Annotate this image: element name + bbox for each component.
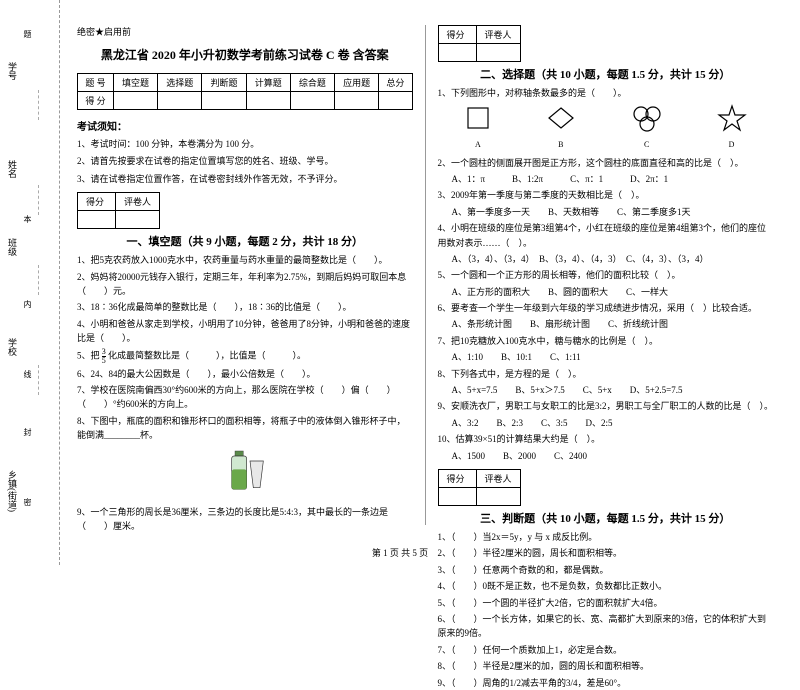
options: A、1：π B、1:2π C、π：1 D、2π：1 bbox=[452, 172, 774, 186]
sidebar-field-studentid: 学号 bbox=[6, 62, 19, 80]
mark-table: 得分评卷人 bbox=[438, 25, 521, 62]
sidebar-field-class: 班级 bbox=[6, 238, 19, 256]
question: 5、一个圆和一个正方形的周长相等，他们的面积比较（ ）。 bbox=[438, 268, 774, 282]
bottle-figure bbox=[77, 446, 413, 500]
sidebar-mark: 内 bbox=[22, 300, 33, 308]
options: A、5+x=7.5 B、5+x＞7.5 C、5+x D、5+2.5=7.5 bbox=[452, 383, 774, 397]
question: 6、（ ）一个长方体，如果它的长、宽、高都扩大到原来的3倍，它的体积扩大到原来的… bbox=[438, 612, 774, 641]
notice-item: 1、考试时间：100 分钟，本卷满分为 100 分。 bbox=[77, 137, 413, 151]
shape-square: A bbox=[464, 104, 492, 151]
question-list: 1、下列图形中，对称轴条数最多的是（ ）。 A B C D bbox=[438, 86, 774, 463]
question: 1、（ ）当2x＝5y，y 与 x 成反比例。 bbox=[438, 530, 774, 544]
table-row: 题 号 填空题 选择题 判断题 计算题 综合题 应用题 总分 bbox=[78, 74, 413, 92]
question: 1、下列图形中，对称轴条数最多的是（ ）。 bbox=[438, 86, 774, 100]
sidebar-field-township: 乡镇(街道) bbox=[6, 470, 19, 512]
page-container: 绝密★启用前 黑龙江省 2020 年小升初数学考前练习试卷 C 卷 含答案 题 … bbox=[0, 0, 800, 540]
notice-item: 2、请首先按要求在试卷的指定位置填写您的姓名、班级、学号。 bbox=[77, 154, 413, 168]
options: A、（3，4）、（3，4） B、（3，4）、（4，3） C、（4，3）、（3，4… bbox=[452, 252, 774, 266]
mark-table: 得分评卷人 bbox=[438, 469, 521, 506]
options: A、1500 B、2000 C、2400 bbox=[452, 449, 774, 463]
question: 1、把5克农药放入1000克水中，农药重量与药水重量的最简整数比是（ ）。 bbox=[77, 253, 413, 267]
question-list: 1、把5克农药放入1000克水中，农药重量与药水重量的最简整数比是（ ）。 2、… bbox=[77, 253, 413, 533]
options: A、正方形的面积大 B、圆的面积大 C、一样大 bbox=[452, 285, 774, 299]
question: 8、下列各式中，是方程的是（ ）。 bbox=[438, 367, 774, 381]
exam-title: 黑龙江省 2020 年小升初数学考前练习试卷 C 卷 含答案 bbox=[77, 46, 413, 63]
secret-label: 绝密★启用前 bbox=[77, 25, 413, 38]
options: A、3:2 B、2:3 C、3:5 D、2:5 bbox=[452, 416, 774, 430]
score-table: 题 号 填空题 选择题 判断题 计算题 综合题 应用题 总分 得 分 bbox=[77, 73, 413, 110]
notice-title: 考试须知： bbox=[77, 118, 413, 133]
question: 5、（ ）一个圆的半径扩大2倍，它的面积就扩大4倍。 bbox=[438, 596, 774, 610]
question: 8、（ ）半径是2厘米的加，圆的周长和面积相等。 bbox=[438, 659, 774, 673]
question: 6、要考查一个学生一年级到六年级的学习成绩进步情况，采用（ ）比较合适。 bbox=[438, 301, 774, 315]
question: 2、一个圆柱的侧面展开图是正方形，这个圆柱的底面直径和高的比是（ ）。 bbox=[438, 156, 774, 170]
sidebar-mark: 线 bbox=[22, 370, 33, 378]
shapes-row: A B C D bbox=[438, 104, 774, 151]
section3-head: 三、判断题（共 10 小题，每题 1.5 分，共计 15 分） bbox=[438, 510, 774, 526]
question: 3、2009年第一季度与第二季度的天数相比是（ ）。 bbox=[438, 188, 774, 202]
sidebar-line bbox=[38, 265, 39, 295]
shape-circles: C bbox=[630, 104, 664, 151]
fraction-icon: 35 bbox=[102, 348, 106, 365]
left-column: 绝密★启用前 黑龙江省 2020 年小升初数学考前练习试卷 C 卷 含答案 题 … bbox=[65, 25, 426, 525]
question: 7、把10克糖放入100克水中，糖与糖水的比例是（ ）。 bbox=[438, 334, 774, 348]
question: 8、下图中，瓶底的面积和锥形杯口的面积相等，将瓶子中的液体倒入锥形杯子中，能倒满… bbox=[77, 414, 413, 443]
options: A、条形统计图 B、扇形统计图 C、折线统计图 bbox=[452, 317, 774, 331]
notice-list: 1、考试时间：100 分钟，本卷满分为 100 分。 2、请首先按要求在试卷的指… bbox=[77, 137, 413, 186]
question: 9、（ ）周角的1/2减去平角的3/4，差是60°。 bbox=[438, 676, 774, 690]
question: 10、估算39×51的计算结果大约是（ ）。 bbox=[438, 432, 774, 446]
question: 6、24、84的最大公因数是（ ），最小公倍数是（ ）。 bbox=[77, 367, 413, 381]
question: 9、安顺洗衣厂，男职工与女职工的比是3:2，男职工与全厂职工的人数的比是（ ）。 bbox=[438, 399, 774, 413]
question: 4、小明在班级的座位是第3组第4个，小红在班级的座位是第4组第3个，他们的座位用… bbox=[438, 221, 774, 250]
table-row: 得 分 bbox=[78, 92, 413, 110]
question: 4、（ ）0既不是正数，也不是负数，负数都比正数小。 bbox=[438, 579, 774, 593]
sidebar-mark: 本 bbox=[22, 215, 33, 223]
section1-head: 一、填空题（共 9 小题，每题 2 分，共计 18 分） bbox=[77, 233, 413, 249]
sidebar-field-name: 姓名 bbox=[6, 160, 19, 178]
options: A、第一季度多一天 B、天数相等 C、第二季度多1天 bbox=[452, 205, 774, 219]
question: 2、妈妈将20000元钱存入银行，定期三年，年利率为2.75%，到期后妈妈可取回… bbox=[77, 270, 413, 299]
sidebar-line bbox=[38, 365, 39, 395]
question: 9、一个三角形的周长是36厘米，三条边的长度比是5:4:3，其中最长的一条边是（… bbox=[77, 505, 413, 534]
notice-item: 3、请在试卷指定位置作答，在试卷密封线外作答无效，不予评分。 bbox=[77, 172, 413, 186]
question: 5、把 35 化成最简整数比是（ ），比值是（ ）。 bbox=[77, 348, 413, 365]
options: A、1:10 B、10:1 C、1:11 bbox=[452, 350, 774, 364]
question: 3、18∶36化成最简单的整数比是（ ），18∶36的比值是（ ）。 bbox=[77, 300, 413, 314]
bottle-icon bbox=[220, 446, 270, 496]
sidebar-line bbox=[38, 90, 39, 120]
sidebar-mark: 封 bbox=[22, 428, 33, 436]
question: 7、（ ）任何一个质数加上1，必定是合数。 bbox=[438, 643, 774, 657]
shape-rhombus: B bbox=[545, 104, 577, 151]
right-column: 得分评卷人 二、选择题（共 10 小题，每题 1.5 分，共计 15 分） 1、… bbox=[426, 25, 786, 525]
sidebar-mark: 密 bbox=[22, 498, 33, 506]
section2-head: 二、选择题（共 10 小题，每题 1.5 分，共计 15 分） bbox=[438, 66, 774, 82]
sidebar-field-school: 学校 bbox=[6, 338, 19, 356]
sidebar-mark: 题 bbox=[22, 30, 33, 38]
question: 4、小明和爸爸从家走到学校，小明用了10分钟，爸爸用了8分钟，小明和爸爸的速度比… bbox=[77, 317, 413, 346]
mark-table: 得分评卷人 bbox=[77, 192, 160, 229]
binding-sidebar: 学号 姓名 班级 学校 乡镇(街道) 题 本 内 线 封 密 bbox=[0, 0, 60, 565]
page-footer: 第 1 页 共 5 页 bbox=[0, 546, 800, 559]
shape-star: D bbox=[717, 104, 747, 151]
sidebar-line bbox=[38, 185, 39, 215]
question: 7、学校在医院南偏西30°约600米的方向上，那么医院在学校（ ）偏（ ）（ ）… bbox=[77, 383, 413, 412]
